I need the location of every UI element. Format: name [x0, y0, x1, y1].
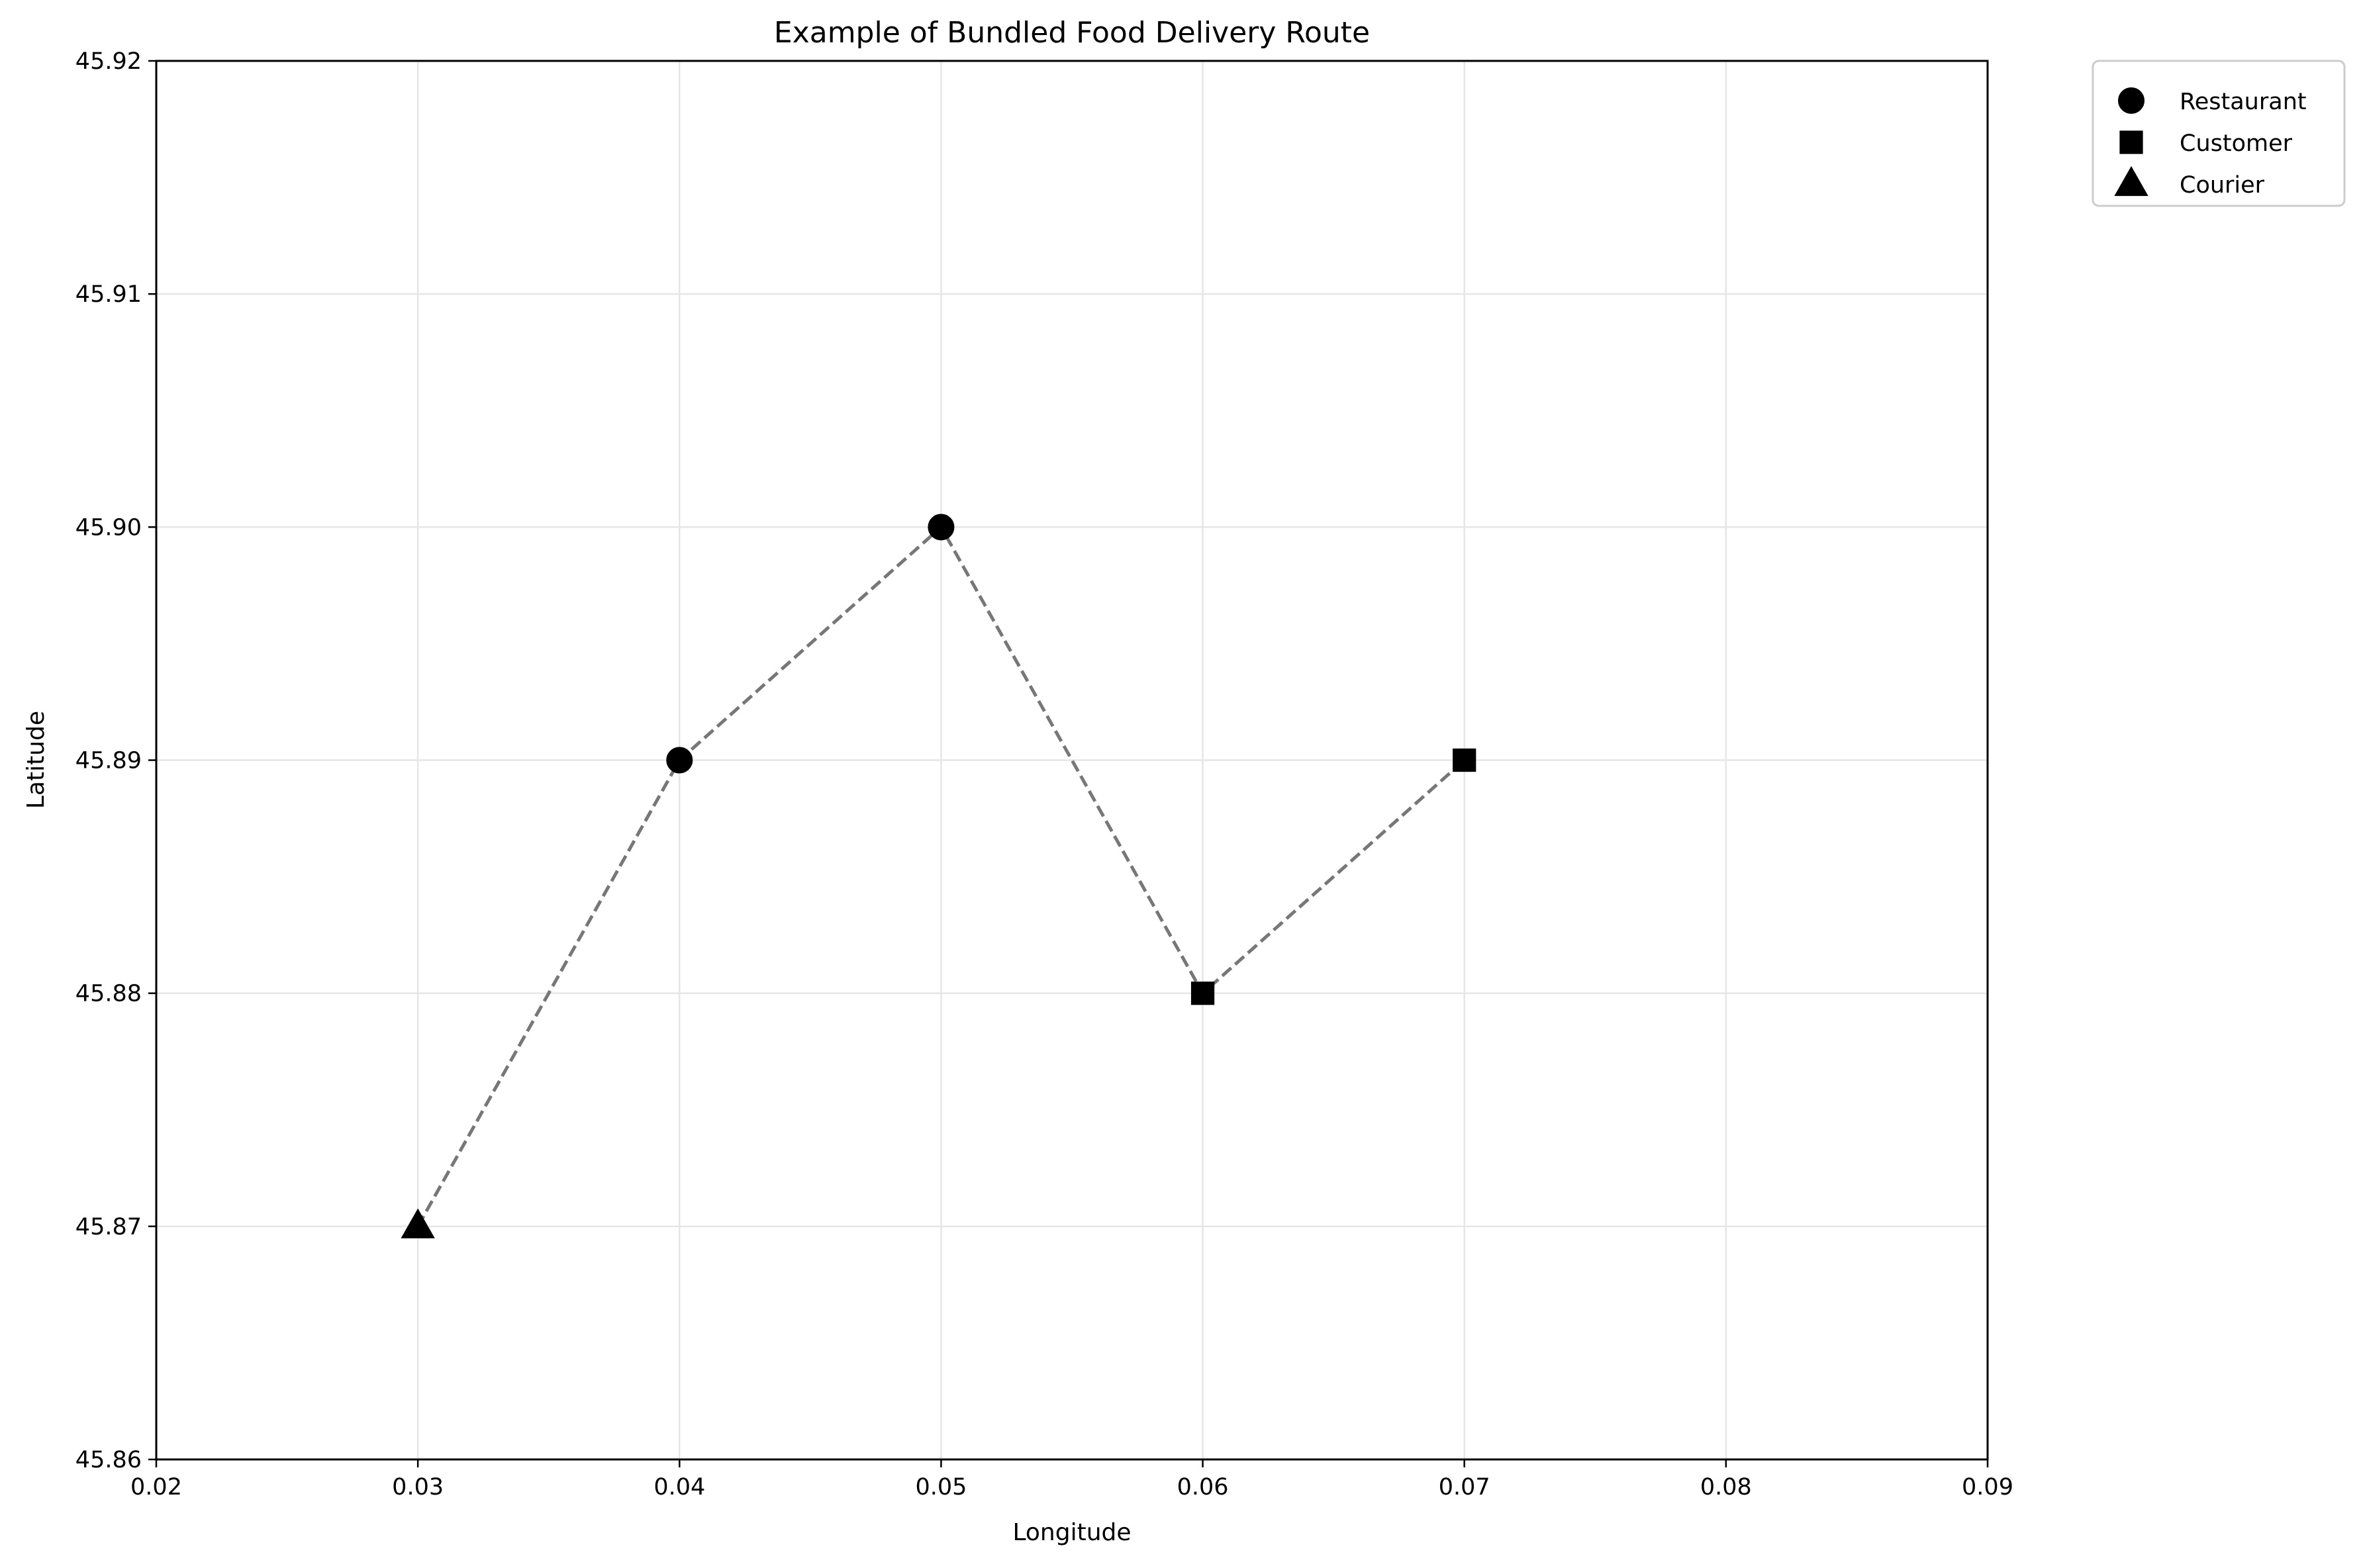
legend-frame — [2092, 60, 2346, 207]
legend-label: Restaurant — [2180, 89, 2307, 115]
customer-marker — [1453, 748, 1476, 772]
x-axis-label: Longitude — [1012, 1519, 1131, 1546]
x-tick-label: 0.09 — [1962, 1474, 2013, 1500]
x-tick-label: 0.05 — [915, 1474, 967, 1500]
customer-marker — [1190, 982, 1215, 1005]
courier-marker — [401, 1208, 435, 1238]
x-tick-label: 0.06 — [1177, 1474, 1229, 1500]
y-axis-label: Latitude — [23, 711, 50, 809]
x-tick-label: 0.08 — [1700, 1474, 1752, 1500]
y-tick-label: 45.92 — [75, 48, 142, 75]
legend-label: Customer — [2180, 130, 2293, 157]
x-tick-label: 0.07 — [1439, 1474, 1490, 1500]
marker-layer — [401, 514, 1476, 1238]
chart-title: Example of Bundled Food Delivery Route — [774, 16, 1370, 50]
restaurant-marker — [666, 747, 693, 774]
x-tick-label: 0.04 — [653, 1474, 705, 1500]
y-tick-label: 45.88 — [75, 981, 142, 1007]
y-tick-label: 45.89 — [75, 748, 142, 774]
legend-triangle-icon — [2114, 165, 2148, 197]
y-tick-label: 45.91 — [75, 281, 142, 308]
restaurant-marker — [928, 514, 955, 541]
chart-legend: Restaurant Customer Courier — [2092, 60, 2346, 207]
y-tick-label: 45.86 — [75, 1447, 142, 1473]
legend-square-icon — [2119, 130, 2143, 154]
legend-label: Courier — [2180, 172, 2265, 199]
x-tick-label: 0.02 — [130, 1474, 182, 1500]
legend-circle-icon — [2118, 87, 2145, 114]
y-tick-label: 45.90 — [75, 514, 142, 541]
y-tick-label: 45.87 — [75, 1214, 142, 1240]
axis-ticks: 0.02 0.03 0.04 0.05 0.06 0.07 0.08 0.09 45.86 45.… — [75, 48, 2013, 1500]
x-tick-label: 0.03 — [392, 1474, 444, 1500]
